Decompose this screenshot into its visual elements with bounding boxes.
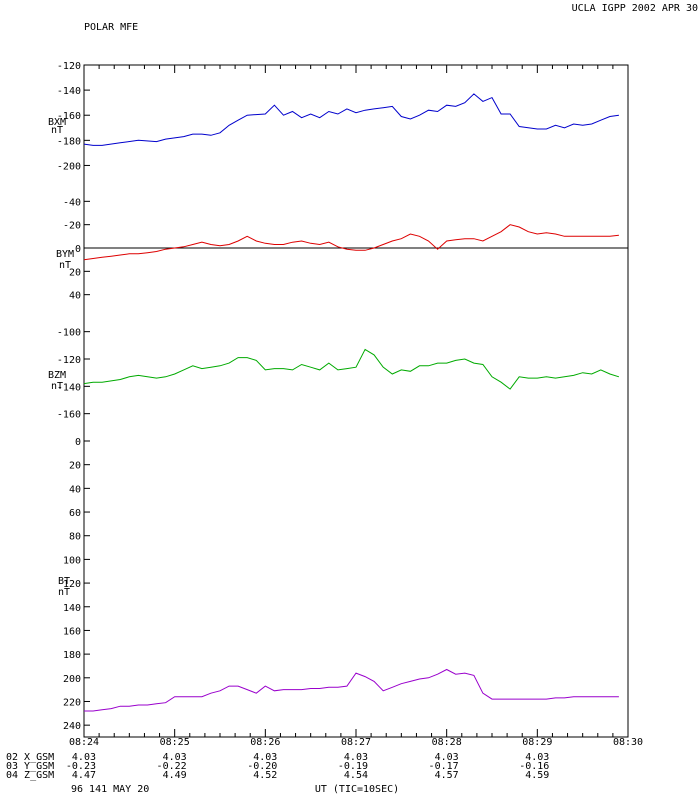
y-tick-label-bt: 120 (63, 579, 81, 590)
chart-footer-center: UT (TIC=10SEC) (315, 784, 399, 795)
y-tick-label-bt: 220 (63, 697, 81, 708)
ephemeris-row-value: 4.57 (435, 770, 459, 781)
ephemeris-row-value: -0.19 (338, 761, 368, 772)
x-tick-label: 08:29 (522, 737, 552, 748)
panels-layer: -120-140-160-180-200BXMnT40200-20-40BYMn… (48, 61, 628, 732)
ephemeris-row-value: 4.03 (253, 752, 277, 763)
y-tick-label-bt: 140 (63, 603, 81, 614)
y-tick-label-bxm: -120 (57, 61, 81, 72)
ephemeris-row-label: 03 Y_GSM (6, 761, 54, 772)
ephemeris-row-value: 4.54 (344, 770, 368, 781)
y-tick-label-bym: 40 (69, 291, 81, 302)
series-line-bt (84, 668, 619, 712)
ephemeris-row-value: 4.59 (525, 770, 549, 781)
series-line-bxm (83, 93, 619, 146)
y-tick-label-bym: 0 (75, 244, 81, 255)
x-tick-label: 08:25 (160, 737, 190, 748)
ephemeris-row-value: 4.49 (163, 770, 187, 781)
y-tick-label-bt: 40 (69, 484, 81, 495)
y-tick-label-bxm: -180 (57, 136, 81, 147)
ephemeris-row-value: 4.47 (72, 770, 96, 781)
y-tick-label-bt: 20 (69, 461, 81, 472)
ephemeris-row-value: -0.17 (429, 761, 459, 772)
y-tick-label-bym: -20 (63, 221, 81, 232)
series-line-bzm (83, 348, 620, 390)
ephemeris-row-value: -0.22 (157, 761, 187, 772)
y-axis-label-bt: BT (58, 576, 70, 587)
y-tick-label-bym: -40 (63, 197, 81, 208)
y-tick-label-bt: 100 (63, 555, 81, 566)
y-axis-unit-bym: nT (59, 260, 71, 271)
y-axis-label-bym: BYM (56, 249, 74, 260)
y-tick-label-bym: 20 (69, 267, 81, 278)
y-tick-label-bt: 0 (75, 437, 81, 448)
x-tick-label: 08:26 (250, 737, 280, 748)
ephemeris-row-value: 4.03 (525, 752, 549, 763)
y-tick-label-bzm: -140 (57, 382, 81, 393)
x-tick-label: 08:24 (69, 737, 99, 748)
y-tick-label-bt: 160 (63, 626, 81, 637)
bottom-value-rows: 02 X_GSM 4.03 4.03 4.03 4.03 4.03 4.03 03 Y_GSM… (6, 752, 549, 781)
ephemeris-row-label: 02 X_GSM (6, 752, 54, 763)
plot-frame (83, 64, 629, 738)
y-tick-label-bt: 180 (63, 650, 81, 661)
x-axis: 08:24 08:25 08:26 08:27 08:28 08:29 08:30 (69, 65, 643, 748)
ephemeris-row-value: -0.20 (247, 761, 277, 772)
y-tick-label-bt: 200 (63, 674, 81, 685)
y-tick-label-bt: 80 (69, 532, 81, 543)
chart-header-left: POLAR MFE (84, 22, 138, 33)
y-axis-unit-bxm: nT (51, 125, 63, 136)
y-tick-label-bzm: -100 (57, 328, 81, 339)
y-tick-label-bxm: -160 (57, 111, 81, 122)
y-tick-label-bt: 240 (63, 721, 81, 732)
y-tick-label-bzm: -120 (57, 355, 81, 366)
y-axis-label-bxm: BXM (48, 117, 66, 128)
y-tick-label-bt: 60 (69, 508, 81, 519)
ephemeris-row-value: 4.03 (435, 752, 459, 763)
x-tick-label: 08:27 (341, 737, 371, 748)
ephemeris-row-value: -0.16 (519, 761, 549, 772)
ephemeris-row-value: 4.52 (253, 770, 277, 781)
x-tick-label: 08:28 (432, 737, 462, 748)
ephemeris-row-value: -0.23 (66, 761, 96, 772)
x-tick-label: 08:30 (613, 737, 643, 748)
y-tick-label-bxm: -200 (57, 161, 81, 172)
chart-header-right: UCLA IGPP 2002 APR 30 (572, 3, 698, 14)
y-tick-label-bxm: -140 (57, 86, 81, 97)
y-tick-label-bzm: -160 (57, 410, 81, 421)
y-axis-unit-bzm: nT (51, 381, 63, 392)
ephemeris-row-value: 4.03 (72, 752, 96, 763)
series-line-bym (83, 224, 619, 261)
ephemeris-row-value: 4.03 (163, 752, 187, 763)
chart-footer-left: 96 141 MAY 20 (71, 784, 149, 795)
y-axis-unit-bt: nT (58, 587, 70, 598)
ephemeris-row-label: 04 Z_GSM (6, 770, 54, 781)
ephemeris-row-value: 4.03 (344, 752, 368, 763)
y-axis-label-bzm: BZM (48, 370, 66, 381)
